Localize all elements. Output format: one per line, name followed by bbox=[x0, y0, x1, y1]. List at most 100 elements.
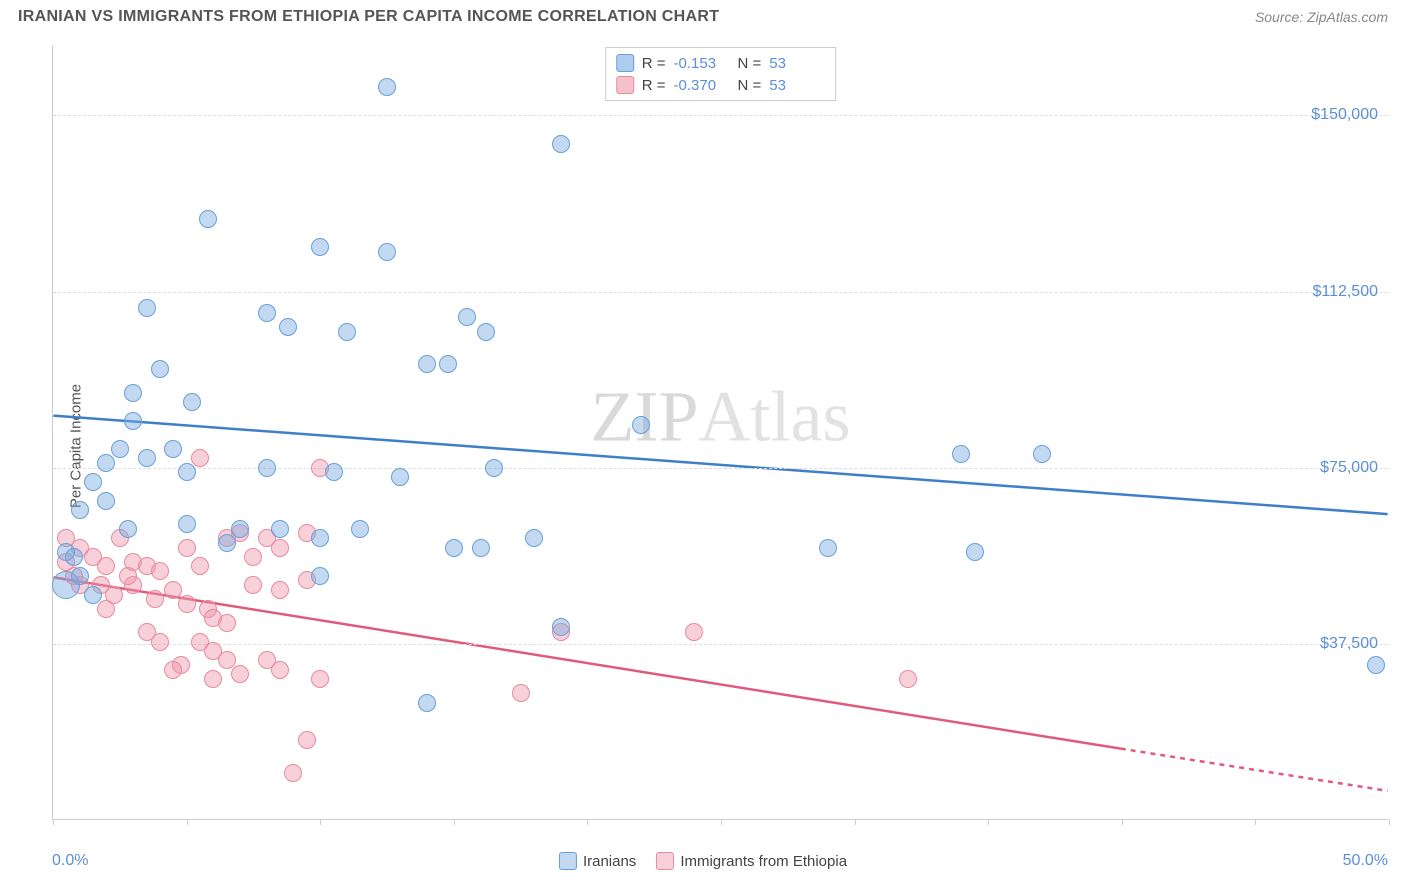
data-point bbox=[124, 412, 142, 430]
data-point bbox=[119, 567, 137, 585]
data-point bbox=[204, 670, 222, 688]
data-point bbox=[271, 661, 289, 679]
series-legend-label: Iranians bbox=[583, 853, 636, 870]
legend-swatch bbox=[559, 852, 577, 870]
data-point bbox=[298, 731, 316, 749]
data-point bbox=[271, 520, 289, 538]
data-point bbox=[97, 600, 115, 618]
legend-swatch bbox=[656, 852, 674, 870]
x-tick bbox=[320, 819, 321, 825]
data-point bbox=[552, 618, 570, 636]
trend-lines-layer bbox=[53, 45, 1388, 819]
data-point bbox=[458, 308, 476, 326]
data-point bbox=[231, 520, 249, 538]
data-point bbox=[138, 449, 156, 467]
data-point bbox=[164, 440, 182, 458]
data-point bbox=[952, 445, 970, 463]
stat-r-label: R = bbox=[642, 55, 666, 72]
data-point bbox=[119, 520, 137, 538]
stat-n-label: N = bbox=[738, 55, 762, 72]
data-point bbox=[97, 492, 115, 510]
y-tick-label: $112,500 bbox=[1312, 283, 1378, 301]
stats-legend-row: R = -0.370 N = 53 bbox=[616, 74, 826, 96]
data-point bbox=[966, 543, 984, 561]
data-point bbox=[445, 539, 463, 557]
x-axis-min-label: 0.0% bbox=[52, 852, 88, 870]
stat-r-label: R = bbox=[642, 77, 666, 94]
series-legend: IraniansImmigrants from Ethiopia bbox=[559, 852, 847, 870]
correlation-stats-legend: R = -0.153 N = 53 R = -0.370 N = 53 bbox=[605, 47, 837, 101]
y-tick-label: $75,000 bbox=[1320, 459, 1378, 477]
data-point bbox=[1367, 656, 1385, 674]
data-point bbox=[164, 661, 182, 679]
data-point bbox=[512, 684, 530, 702]
data-point bbox=[178, 515, 196, 533]
data-point bbox=[71, 501, 89, 519]
x-tick bbox=[1255, 819, 1256, 825]
x-tick bbox=[1122, 819, 1123, 825]
data-point bbox=[191, 449, 209, 467]
data-point bbox=[178, 539, 196, 557]
stat-n-label: N = bbox=[738, 77, 762, 94]
data-point bbox=[218, 651, 236, 669]
data-point bbox=[279, 318, 297, 336]
data-point bbox=[71, 567, 89, 585]
trend-line bbox=[1121, 749, 1388, 791]
data-point bbox=[439, 355, 457, 373]
data-point bbox=[191, 557, 209, 575]
data-point bbox=[183, 393, 201, 411]
data-point bbox=[258, 304, 276, 322]
data-point bbox=[244, 576, 262, 594]
data-point bbox=[632, 416, 650, 434]
stat-r-value: -0.153 bbox=[674, 55, 730, 72]
grid-line bbox=[53, 115, 1388, 116]
data-point bbox=[244, 548, 262, 566]
data-point bbox=[151, 633, 169, 651]
data-point bbox=[178, 595, 196, 613]
chart-title: IRANIAN VS IMMIGRANTS FROM ETHIOPIA PER … bbox=[18, 8, 719, 26]
chart-plot-area: ZIPAtlas R =-0.153N =53R =-0.370N =53 $3… bbox=[52, 45, 1388, 820]
data-point bbox=[111, 440, 129, 458]
x-axis-max-label: 50.0% bbox=[1343, 852, 1388, 870]
x-tick bbox=[187, 819, 188, 825]
data-point bbox=[472, 539, 490, 557]
stat-r-value: -0.370 bbox=[674, 77, 730, 94]
legend-swatch bbox=[616, 54, 634, 72]
watermark-text: ZIPAtlas bbox=[591, 375, 851, 458]
trend-line bbox=[53, 416, 1387, 515]
series-legend-item: Iranians bbox=[559, 852, 636, 870]
data-point bbox=[311, 670, 329, 688]
data-point bbox=[418, 355, 436, 373]
data-point bbox=[84, 473, 102, 491]
data-point bbox=[899, 670, 917, 688]
grid-line bbox=[53, 292, 1388, 293]
data-point bbox=[311, 238, 329, 256]
data-point bbox=[391, 468, 409, 486]
data-point bbox=[284, 764, 302, 782]
data-point bbox=[199, 210, 217, 228]
x-tick bbox=[53, 819, 54, 825]
data-point bbox=[378, 78, 396, 96]
data-point bbox=[311, 567, 329, 585]
stat-n-value: 53 bbox=[769, 77, 825, 94]
grid-line bbox=[53, 468, 1388, 469]
x-tick bbox=[721, 819, 722, 825]
data-point bbox=[84, 586, 102, 604]
legend-swatch bbox=[616, 76, 634, 94]
data-point bbox=[311, 529, 329, 547]
x-tick bbox=[454, 819, 455, 825]
x-tick bbox=[587, 819, 588, 825]
data-point bbox=[178, 463, 196, 481]
data-point bbox=[338, 323, 356, 341]
data-point bbox=[231, 665, 249, 683]
x-tick bbox=[1389, 819, 1390, 825]
x-tick bbox=[855, 819, 856, 825]
data-point bbox=[151, 360, 169, 378]
data-point bbox=[477, 323, 495, 341]
grid-line bbox=[53, 644, 1388, 645]
data-point bbox=[1033, 445, 1051, 463]
data-point bbox=[819, 539, 837, 557]
data-point bbox=[258, 459, 276, 477]
data-point bbox=[525, 529, 543, 547]
stat-n-value: 53 bbox=[769, 55, 825, 72]
